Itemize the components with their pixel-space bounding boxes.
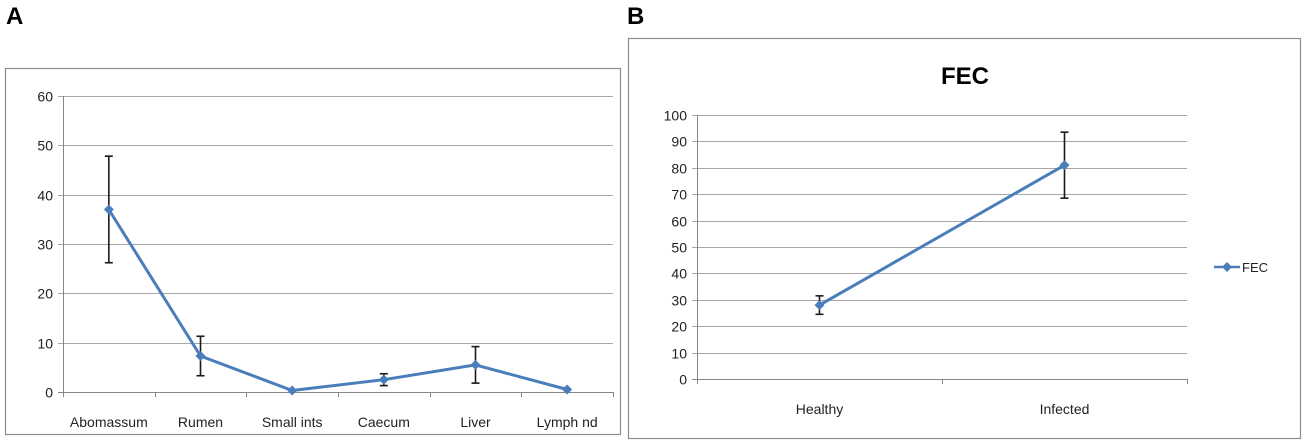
- data-point-caecum: [378, 374, 389, 385]
- x-category-label-infected: Infected: [1040, 401, 1090, 417]
- data-point-liver: [470, 359, 481, 370]
- panel-b-chart-frame: [627, 37, 1302, 440]
- data-point-healthy: [814, 300, 825, 311]
- series-line: [107, 208, 569, 392]
- y-tick-label-20: 20: [671, 319, 687, 335]
- x-category-label-abomassum: Abomassum: [70, 414, 148, 430]
- panel-b: B FEC 0 10 20 30 40 50 60 70 80 90 100 Healthy Infe…: [627, 3, 1302, 440]
- data-point-lymph-nd: [562, 384, 573, 395]
- y-tick-label-10: 10: [671, 346, 687, 362]
- panel-a-gridlines: [58, 96, 614, 397]
- y-tick-label-40: 40: [671, 266, 687, 282]
- y-tick-label-50: 50: [37, 138, 53, 154]
- panel-b-chart-title: FEC: [941, 63, 989, 90]
- panel-a-x-category-labels: Abomassum Rumen Small ints Caecum Liver Lymph…: [70, 414, 598, 430]
- y-tick-label-20: 20: [37, 286, 53, 302]
- y-tick-label-40: 40: [37, 188, 53, 204]
- data-point-infected: [1059, 160, 1070, 171]
- y-tick-label-30: 30: [671, 293, 687, 309]
- panel-b-legend: FEC: [1214, 260, 1268, 275]
- panel-b-y-tick-labels: 0 10 20 30 40 50 60 70 80 90 100: [664, 108, 688, 388]
- data-point-rumen: [195, 350, 206, 361]
- panel-a-y-tick-labels: 0 10 20 30 40 50 60: [37, 89, 53, 401]
- series-line: [818, 163, 1066, 307]
- x-category-label-liver: Liver: [460, 414, 491, 430]
- y-tick-label-60: 60: [671, 214, 687, 230]
- x-category-label-small-ints: Small ints: [262, 414, 323, 430]
- y-tick-label-10: 10: [37, 336, 53, 352]
- y-tick-label-30: 30: [37, 237, 53, 253]
- panel-b-gridlines: [692, 115, 1188, 384]
- y-tick-label-80: 80: [671, 161, 687, 177]
- y-tick-label-0: 0: [679, 372, 687, 388]
- panel-b-letter: B: [627, 3, 644, 30]
- y-tick-label-100: 100: [664, 108, 688, 124]
- x-category-label-lymph-nd: Lymph nd: [537, 414, 598, 430]
- panel-a: A 0 10 20 30 40 50 60 Abomassum Rumen Small ints…: [4, 3, 622, 436]
- legend-label-fec: FEC: [1242, 260, 1268, 275]
- y-tick-label-70: 70: [671, 187, 687, 203]
- x-category-label-healthy: Healthy: [796, 401, 843, 417]
- data-point-small-ints: [287, 385, 298, 396]
- panel-a-series: [103, 204, 573, 396]
- x-category-label-caecum: Caecum: [358, 414, 410, 430]
- y-tick-label-90: 90: [671, 134, 687, 150]
- legend-diamond-icon: [1222, 262, 1232, 272]
- y-tick-label-0: 0: [45, 385, 53, 401]
- panel-b-series: [814, 160, 1070, 311]
- y-tick-label-50: 50: [671, 240, 687, 256]
- y-tick-label-60: 60: [37, 89, 53, 105]
- data-point-abomassum: [103, 204, 114, 215]
- x-category-label-rumen: Rumen: [178, 414, 223, 430]
- panel-b-x-category-labels: Healthy Infected: [796, 401, 1090, 417]
- panel-a-letter: A: [6, 3, 23, 30]
- panel-a-chart-frame: [4, 67, 622, 436]
